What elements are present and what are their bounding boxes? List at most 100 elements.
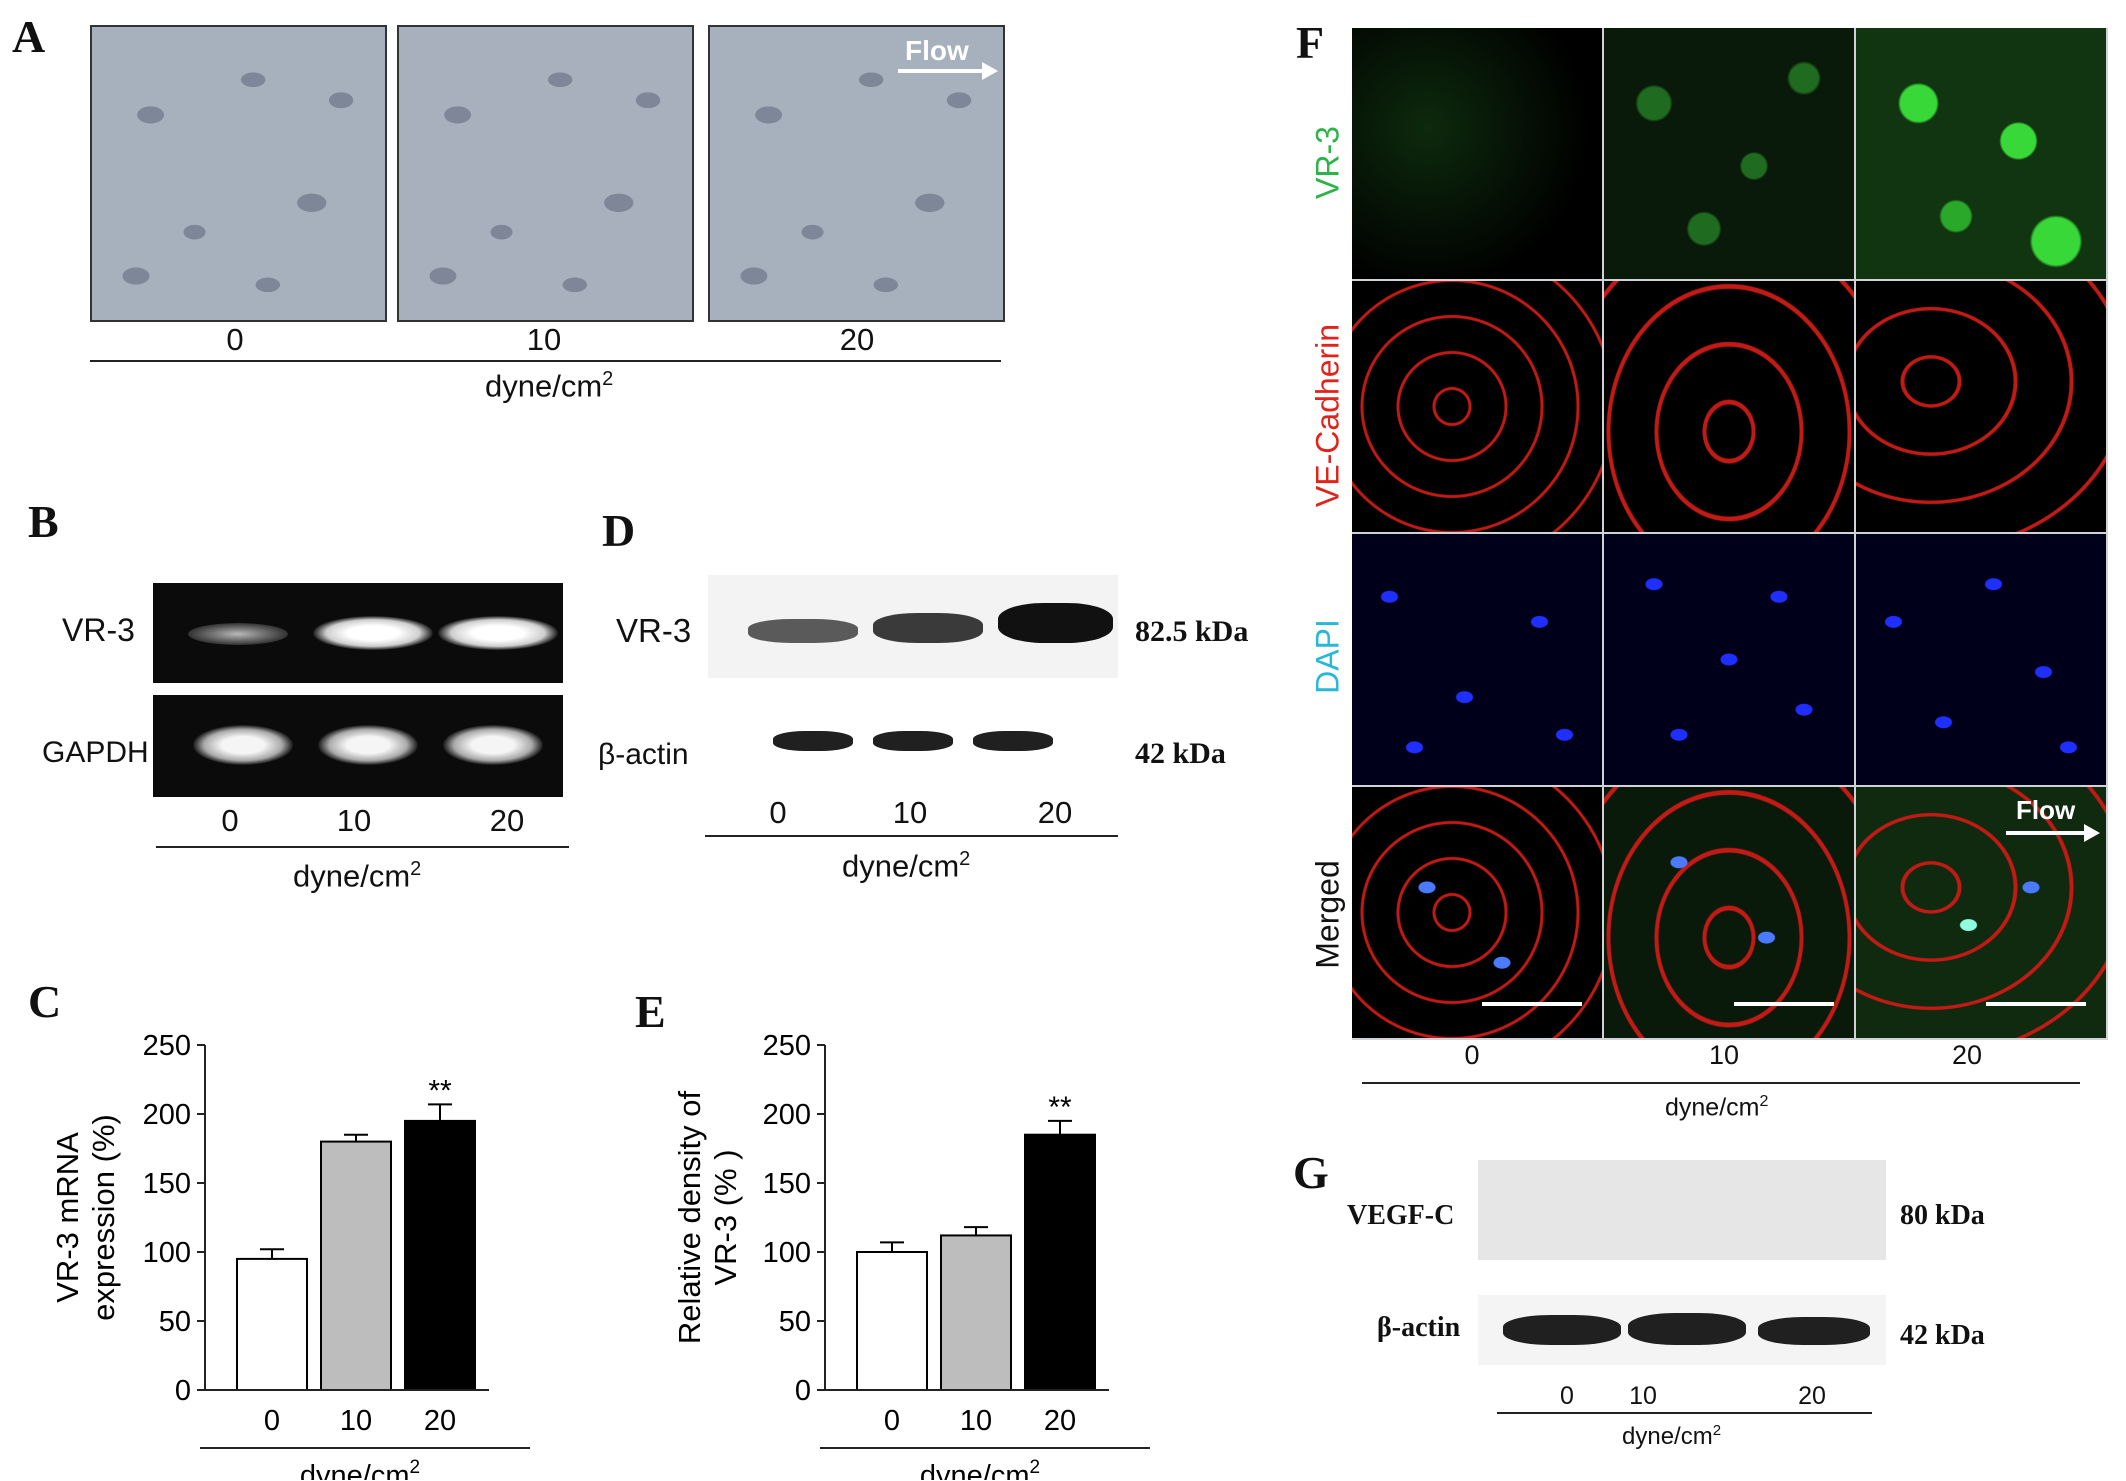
chart-e-xtick-0: 0 bbox=[884, 1405, 900, 1437]
if-image-merged-10 bbox=[1604, 787, 1856, 1040]
axis-line-a bbox=[90, 360, 1001, 362]
chart-c-bar-0 bbox=[236, 1257, 308, 1391]
flow-arrow-icon bbox=[2006, 831, 2086, 835]
chart-e-bar-20 bbox=[1024, 1133, 1096, 1391]
row-label-dapi: DAPI bbox=[1309, 619, 1346, 694]
row-label-vegfc: VEGF-C bbox=[1347, 1200, 1455, 1231]
tick-d-10: 10 bbox=[892, 795, 928, 830]
chart-c-xtick-0: 0 bbox=[264, 1405, 280, 1437]
if-image-dapi-10 bbox=[1604, 534, 1856, 787]
chart-c-ytick-label: 50 bbox=[159, 1306, 191, 1338]
chart-c-bar-20 bbox=[404, 1119, 476, 1392]
chart-e-ytick-label: 0 bbox=[795, 1375, 811, 1407]
panel-label-g: G bbox=[1293, 1147, 1329, 1198]
kda-label-42-g: 42 kDa bbox=[1900, 1320, 1985, 1351]
tick-a-0: 0 bbox=[226, 322, 244, 357]
row-label-merged: Merged bbox=[1309, 860, 1346, 969]
chart-e-xlabel: dyne/cm2 bbox=[920, 1457, 1040, 1480]
scale-bar bbox=[1482, 1002, 1582, 1006]
row-label-vr3-f: VR-3 bbox=[1309, 126, 1346, 199]
chart-e-significance-20: ** bbox=[1048, 1091, 1072, 1124]
row-label-vr3-b: VR-3 bbox=[62, 612, 135, 648]
tick-b-10: 10 bbox=[336, 803, 372, 838]
tick-a-20: 20 bbox=[839, 322, 875, 357]
if-image-vr3-10 bbox=[1604, 28, 1856, 281]
tick-b-0: 0 bbox=[221, 803, 239, 838]
flow-arrow-icon bbox=[898, 69, 988, 73]
panel-label-a: A bbox=[12, 11, 46, 62]
chart-c-significance-20: ** bbox=[428, 1074, 452, 1107]
phase-contrast-image-0 bbox=[90, 25, 387, 322]
tick-g-20: 20 bbox=[1798, 1382, 1826, 1410]
row-label-gapdh: GAPDH bbox=[42, 736, 149, 769]
if-image-vr3-20 bbox=[1856, 28, 2108, 281]
scale-bar bbox=[1986, 1002, 2086, 1006]
flow-label: Flow bbox=[905, 35, 969, 66]
kda-label-80: 80 kDa bbox=[1900, 1200, 1985, 1231]
blot-actin-d bbox=[708, 715, 1118, 767]
if-image-merged-20: Flow bbox=[1856, 787, 2108, 1040]
chart-c-ytick-label: 200 bbox=[143, 1099, 191, 1131]
kda-label-82: 82.5 kDa bbox=[1135, 615, 1249, 648]
blot-vr3-d bbox=[708, 575, 1118, 678]
chart-e-xtick-20: 20 bbox=[1044, 1405, 1076, 1437]
tick-g-0: 0 bbox=[1560, 1382, 1574, 1410]
chart-c-ytick-label: 0 bbox=[175, 1375, 191, 1407]
tick-d-20: 20 bbox=[1037, 795, 1073, 830]
chart-e-ytick-label: 250 bbox=[763, 1030, 811, 1062]
phase-contrast-image-10 bbox=[397, 25, 694, 322]
row-label-actin-g: β-actin bbox=[1377, 1312, 1461, 1343]
chart-c-ytick-label: 100 bbox=[143, 1237, 191, 1269]
tick-b-20: 20 bbox=[489, 803, 525, 838]
tick-g-10: 10 bbox=[1629, 1382, 1657, 1410]
unit-label-b: dyne/cm2 bbox=[293, 858, 422, 894]
if-image-vr3-0 bbox=[1352, 28, 1604, 281]
phase-contrast-image-20: Flow bbox=[708, 25, 1005, 322]
scale-bar bbox=[1734, 1002, 1834, 1006]
unit-label-g: dyne/cm2 bbox=[1622, 1422, 1722, 1450]
chart-c-xlabel: dyne/cm2 bbox=[300, 1457, 420, 1480]
panel-label-e: E bbox=[635, 986, 666, 1037]
kda-label-42-d: 42 kDa bbox=[1135, 737, 1226, 770]
gel-vr3 bbox=[153, 583, 563, 683]
chart-e-ytick-label: 150 bbox=[763, 1168, 811, 1200]
immunofluorescence-grid: Flow bbox=[1352, 28, 2108, 1040]
chart-e-bar-0 bbox=[856, 1251, 928, 1391]
if-image-vecadherin-10 bbox=[1604, 281, 1856, 534]
axis-line-f bbox=[1362, 1082, 2080, 1084]
unit-label-a: dyne/cm2 bbox=[485, 368, 614, 404]
blot-vegfc bbox=[1478, 1160, 1886, 1260]
if-image-dapi-0 bbox=[1352, 534, 1604, 787]
chart-e-ytick-label: 100 bbox=[763, 1237, 811, 1269]
chart-c-xtick-20: 20 bbox=[424, 1405, 456, 1437]
chart-e-ytick-label: 50 bbox=[779, 1306, 811, 1338]
panel-label-b: B bbox=[28, 496, 59, 547]
gel-gapdh bbox=[153, 695, 563, 797]
unit-label-d: dyne/cm2 bbox=[842, 848, 971, 884]
axis-line-d bbox=[705, 835, 1118, 837]
unit-label-f: dyne/cm2 bbox=[1665, 1093, 1769, 1122]
panel-label-c: C bbox=[28, 976, 62, 1027]
chart-e-ylabel: Relative density ofVR-3 (% ) bbox=[672, 1090, 743, 1344]
row-label-vr3-d: VR-3 bbox=[616, 612, 692, 649]
chart-e-bar-10 bbox=[940, 1234, 1012, 1391]
tick-f-20: 20 bbox=[1951, 1040, 1983, 1070]
chart-c-ytick-label: 150 bbox=[143, 1168, 191, 1200]
flow-label-f: Flow bbox=[2016, 795, 2076, 825]
tick-d-0: 0 bbox=[769, 795, 787, 830]
tick-a-10: 10 bbox=[526, 322, 562, 357]
axis-line-g bbox=[1497, 1412, 1872, 1414]
chart-e-ytick-label: 200 bbox=[763, 1099, 811, 1131]
tick-f-10: 10 bbox=[1708, 1040, 1740, 1070]
panel-label-d: D bbox=[602, 505, 636, 556]
axis-line-b bbox=[156, 846, 569, 848]
chart-c-xtick-10: 10 bbox=[340, 1405, 372, 1437]
chart-c-ytick-label: 250 bbox=[143, 1030, 191, 1062]
if-image-vecadherin-20 bbox=[1856, 281, 2108, 534]
if-image-vecadherin-0 bbox=[1352, 281, 1604, 534]
chart-e-xtick-10: 10 bbox=[960, 1405, 992, 1437]
if-image-dapi-20 bbox=[1856, 534, 2108, 787]
tick-f-0: 0 bbox=[1464, 1040, 1480, 1070]
chart-c-ylabel: VR-3 mRNAexpression (%) bbox=[50, 1114, 121, 1321]
